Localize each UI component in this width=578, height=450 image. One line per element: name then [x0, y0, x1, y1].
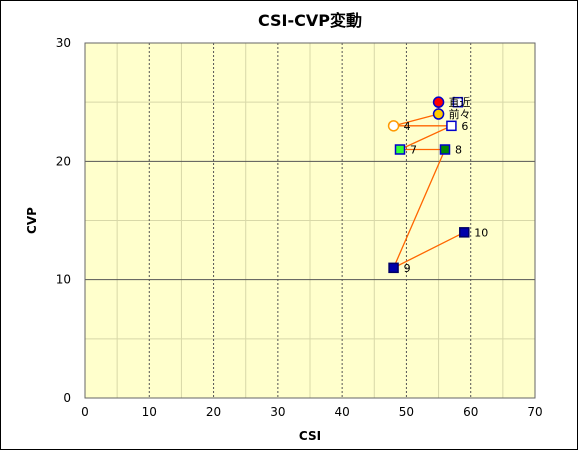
- series-line: [392, 102, 465, 270]
- point-label: 前々: [449, 107, 471, 121]
- point-label: 6: [461, 120, 468, 133]
- point-marker: [394, 144, 406, 155]
- series-markers: [387, 96, 470, 274]
- x-tick-label: 70: [527, 405, 542, 419]
- y-tick-label: 20: [56, 154, 71, 168]
- x-tick-label: 10: [142, 405, 157, 419]
- y-axis-title: CVP: [25, 207, 39, 234]
- y-tick-label: 10: [56, 273, 71, 287]
- point-label: 4: [404, 120, 411, 133]
- point-marker: [439, 144, 451, 155]
- point-label: 8: [455, 144, 462, 157]
- point-marker: [388, 262, 399, 274]
- x-axis-title: CSI: [299, 429, 321, 443]
- y-tick-label: 30: [56, 36, 71, 50]
- point-label: 9: [404, 262, 411, 275]
- x-tick-label: 20: [206, 405, 221, 419]
- x-tick-label: 0: [81, 405, 89, 419]
- point-marker: [452, 96, 464, 108]
- point-label: 直近: [449, 95, 471, 109]
- y-tick-label: 0: [63, 391, 71, 405]
- x-tick-label: 60: [463, 405, 478, 419]
- plot-border: [84, 42, 536, 399]
- point-marker: [459, 227, 470, 238]
- point-marker: [432, 96, 445, 108]
- x-tick-label: 40: [335, 405, 350, 419]
- x-tick-label: 50: [399, 405, 414, 419]
- point-marker: [432, 108, 445, 120]
- point-label: 10: [474, 226, 488, 239]
- point-marker: [446, 120, 457, 132]
- point-label: 7: [410, 144, 417, 157]
- x-tick-label: 30: [270, 405, 285, 419]
- point-marker: [387, 120, 400, 132]
- tick-labels: 0 10 20 30 40 50 60 70 0 10 20 30: [56, 36, 543, 419]
- series-lines: [392, 102, 465, 270]
- chart-title: CSI-CVP変動: [258, 11, 362, 30]
